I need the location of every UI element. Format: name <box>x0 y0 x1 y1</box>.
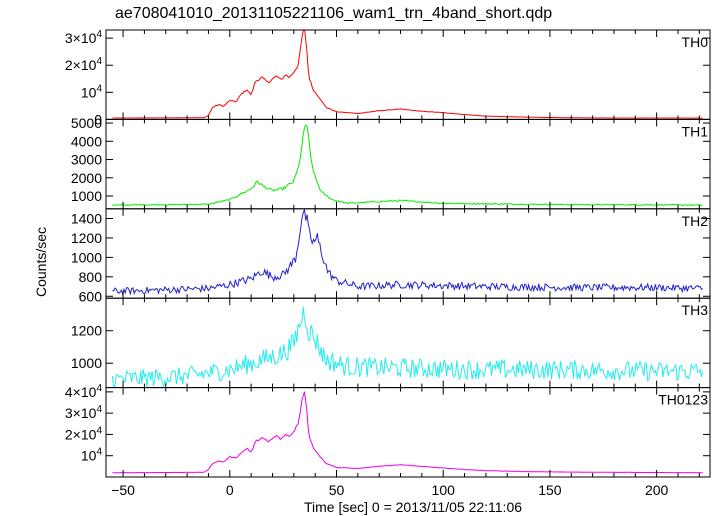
y-tick-label: 2×104 <box>65 56 103 73</box>
y-tick-label: 2000 <box>71 170 102 186</box>
y-tick-label: 1000 <box>71 355 102 371</box>
panel-th0123: 104 2×104 3×104 4×104 TH0123 <box>65 383 711 478</box>
panel-label-th0123: TH0123 <box>658 392 708 408</box>
y-tick-label: 1000 <box>71 249 102 265</box>
y-tick-label: 1000 <box>71 188 102 204</box>
panel-frame <box>105 118 711 210</box>
x-tick-labels: −50 0 50 100 150 200 <box>111 482 668 498</box>
panel-frame <box>105 387 711 478</box>
y-tick-label: 1200 <box>71 323 102 339</box>
y-tick-label: 5000 <box>71 115 102 131</box>
y-tick-label: 1200 <box>71 230 102 246</box>
panel-th1: 1000 2000 3000 4000 5000 TH1 <box>71 115 711 210</box>
panel-th0: 0 104 2×104 3×104 TH0 <box>65 29 711 127</box>
y-tick-label: 600 <box>79 288 103 304</box>
y-axis-label: Counts/sec <box>33 227 49 297</box>
y-tick-label: 3×104 <box>65 29 103 46</box>
y-tick-label: 0 <box>94 111 102 127</box>
panel-label-th1: TH1 <box>682 123 709 139</box>
series-th0-line <box>112 30 703 119</box>
panel-label-th0: TH0 <box>682 34 709 50</box>
y-tick-label: 4×104 <box>65 383 103 400</box>
panel-label-th2: TH2 <box>682 213 709 229</box>
x-tick-label: −50 <box>111 482 135 498</box>
series-th3-line <box>111 306 704 388</box>
y-tick-label: 3000 <box>71 152 102 168</box>
panel-frame <box>105 208 711 299</box>
panel-th2: 600 800 1000 1200 1400 TH2 <box>71 208 711 304</box>
x-tick-label: 200 <box>645 482 669 498</box>
y-tick-label: 4000 <box>71 133 102 149</box>
series-th1-line <box>112 124 703 206</box>
y-tick-label: 1400 <box>71 211 102 227</box>
series-th2-line <box>112 209 703 297</box>
x-tick-label: 50 <box>329 482 345 498</box>
y-tick-label: 104 <box>81 447 103 464</box>
chart-title: ae708041010_20131105221106_wam1_trn_4ban… <box>115 5 552 22</box>
x-tick-label: 100 <box>432 482 456 498</box>
y-tick-label: 800 <box>79 269 103 285</box>
x-tick-label: 0 <box>226 482 234 498</box>
series-th0123-line <box>112 391 703 474</box>
x-axis-label: Time [sec] 0 = 2013/11/05 22:11:06 <box>304 499 522 515</box>
y-tick-label: 104 <box>81 83 103 100</box>
panel-label-th3: TH3 <box>682 302 709 318</box>
panel-frame <box>105 29 711 120</box>
y-tick-label: 2×104 <box>65 425 103 442</box>
y-tick-label: 3×104 <box>65 404 103 421</box>
panels: 0 104 2×104 3×104 TH0 1000 2000 3000 4000 5000 TH1… <box>65 29 711 478</box>
panel-th3: 1000 1200 TH3 <box>71 297 711 389</box>
x-tick-label: 150 <box>538 482 562 498</box>
